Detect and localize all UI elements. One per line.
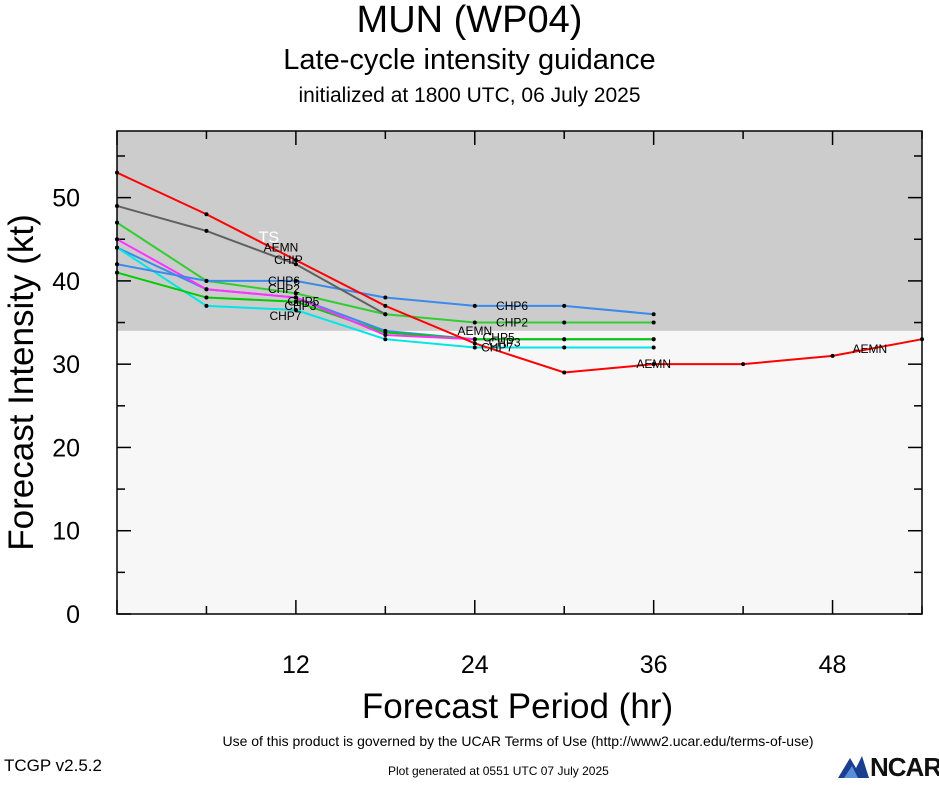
data-point-chp6 — [383, 295, 388, 300]
y-tick-label: 20 — [52, 434, 80, 462]
data-point-chp7 — [383, 337, 388, 342]
data-point-chp6 — [204, 278, 209, 283]
series-label-chp2: CHP2 — [496, 316, 528, 330]
data-point-chp6 — [293, 278, 298, 283]
x-axis-title: Forecast Period (hr) — [362, 687, 673, 726]
series-label-chp3: CHP3 — [489, 336, 521, 350]
series-layer: AEMNAEMNAEMNAEMNCHIPCHP6CHP6CHP2CHP2CHP5… — [115, 170, 924, 375]
series-label-aemn: AEMN — [264, 241, 299, 255]
series-label-chp3: CHP3 — [284, 299, 316, 313]
series-label-chp6: CHP6 — [268, 274, 300, 288]
y-tick-label: 50 — [52, 185, 80, 213]
data-point-chp6 — [472, 303, 477, 308]
series-label-chip: CHIP — [274, 253, 303, 267]
series-line-chip — [116, 204, 386, 316]
data-point-chp7 — [204, 303, 209, 308]
series-label-aemn: AEMN — [457, 324, 492, 338]
data-point-aemn — [741, 362, 746, 367]
terms-of-use: Use of this product is governed by the U… — [222, 733, 814, 749]
plot-frame — [116, 130, 923, 615]
data-point-chip — [383, 312, 388, 317]
x-tick-label: 12 — [282, 651, 310, 679]
data-point-chp3 — [293, 299, 298, 304]
ncar-logo: NCAR — [836, 752, 939, 782]
data-point-chp6 — [651, 312, 656, 317]
series-label-chp5: CHP5 — [287, 295, 319, 309]
series-label-chp7: CHP7 — [481, 341, 513, 355]
data-point-chp5 — [383, 333, 388, 338]
axis-ticks — [116, 131, 923, 615]
series-line-aemn — [116, 171, 923, 374]
data-point-aemn — [204, 212, 209, 217]
chart-subtitle: Late-cycle intensity guidance — [283, 44, 656, 76]
data-point-aemn — [383, 303, 388, 308]
data-point-chp2 — [651, 320, 656, 325]
data-point-chp5 — [472, 337, 477, 342]
x-tick-label: 36 — [640, 651, 668, 679]
series-label-aemn: AEMN — [636, 357, 671, 371]
version-label: TCGP v2.5.2 — [4, 756, 102, 775]
data-point-chp3 — [204, 295, 209, 300]
data-point-aemn — [830, 353, 835, 358]
x-tick-label: 48 — [819, 651, 847, 679]
data-point-chp7 — [472, 345, 477, 350]
ncar-logo-text: NCAR — [870, 752, 939, 782]
data-point-chp6 — [562, 303, 567, 308]
data-point-aemn — [472, 341, 477, 346]
data-point-aemn — [293, 258, 298, 263]
data-point-chp7 — [293, 308, 298, 313]
series-label-aemn: AEMN — [852, 342, 887, 356]
data-point-aemn — [562, 370, 567, 375]
series-label-chp7: CHP7 — [269, 309, 301, 323]
data-point-chp2 — [472, 320, 477, 325]
data-point-chp7 — [651, 345, 656, 350]
data-point-chip — [293, 262, 298, 267]
generated-time: Plot generated at 0551 UTC 07 July 2025 — [388, 764, 609, 778]
ts-band-label: TS — [259, 230, 279, 247]
data-point-chp3 — [562, 337, 567, 342]
axis-labels: 12 24 36 48 0 10 20 30 40 50 Forecast Period (hr) F… — [2, 185, 846, 726]
y-tick-label: 40 — [52, 268, 80, 296]
data-point-chp2 — [293, 291, 298, 296]
y-tick-label: 10 — [52, 518, 80, 546]
series-label-chp6: CHP6 — [496, 299, 528, 313]
data-point-chp2 — [562, 320, 567, 325]
data-point-chp5 — [293, 295, 298, 300]
series-label-chp2: CHP2 — [268, 282, 300, 296]
data-point-chp7 — [562, 345, 567, 350]
ts-band-layer: TS — [117, 131, 922, 614]
x-tick-label: 24 — [461, 651, 489, 679]
init-time: initialized at 1800 UTC, 06 July 2025 — [298, 84, 641, 107]
series-label-chp5: CHP5 — [483, 331, 515, 345]
y-tick-label: 0 — [66, 601, 80, 629]
data-point-chp3 — [651, 337, 656, 342]
y-tick-label: 30 — [52, 351, 80, 379]
y-axis-title: Forecast Intensity (kt) — [2, 214, 41, 550]
data-point-aemn — [651, 362, 656, 367]
ncar-logo-mark — [838, 756, 869, 778]
chart-title: MUN (WP04) — [356, 0, 583, 41]
data-point-chp5 — [204, 287, 209, 292]
data-point-chip — [204, 228, 209, 233]
ts-band — [117, 131, 922, 331]
